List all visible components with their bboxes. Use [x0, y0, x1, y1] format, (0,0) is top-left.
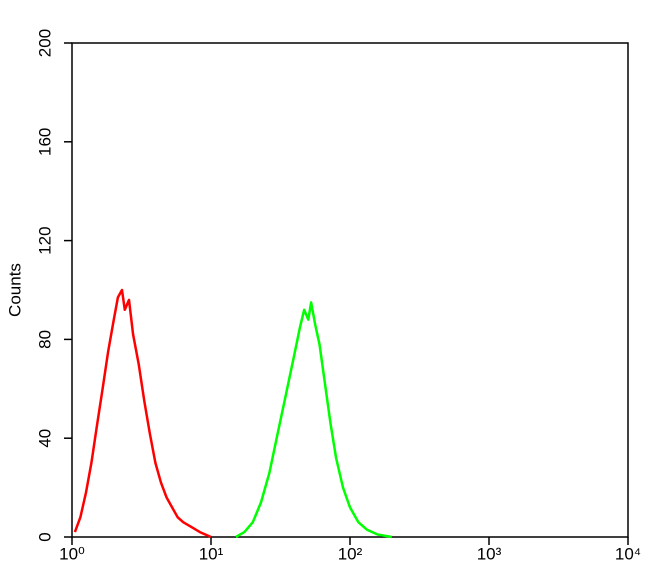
histogram-line [235, 301, 393, 539]
y-tick-label: 0 [35, 532, 54, 541]
histogram-line [73, 288, 212, 539]
x-tick-label: 10³ [477, 544, 502, 563]
y-tick-label: 120 [35, 226, 54, 254]
x-tick-label: 10² [338, 544, 363, 563]
y-tick-label: 40 [35, 429, 54, 448]
x-tick-label: 10¹ [199, 544, 224, 563]
x-tick-label: 10⁰ [59, 544, 85, 563]
x-tick-label: 10⁴ [615, 544, 641, 563]
y-tick-label: 200 [35, 29, 54, 57]
y-axis-label: Counts [5, 263, 24, 317]
y-tick-label: 80 [35, 330, 54, 349]
y-tick-label: 160 [35, 128, 54, 156]
